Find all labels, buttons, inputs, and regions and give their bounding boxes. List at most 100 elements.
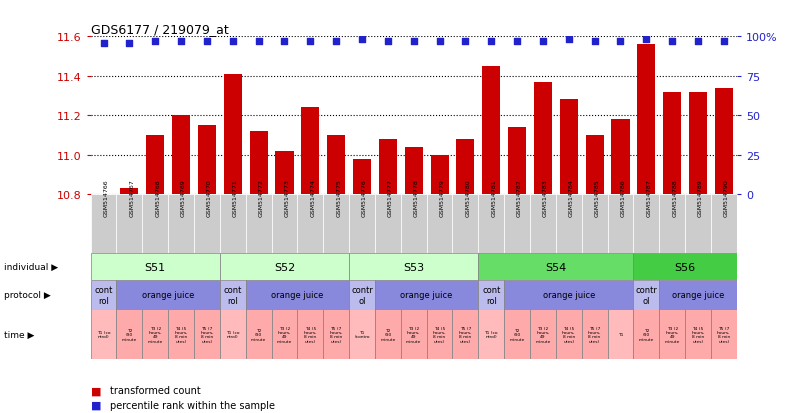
FancyBboxPatch shape [504,195,530,254]
Text: GSM514789: GSM514789 [698,179,703,217]
FancyBboxPatch shape [556,195,582,254]
FancyBboxPatch shape [349,195,375,254]
Text: T3 (2
hours,
49
minute: T3 (2 hours, 49 minute [147,326,163,343]
FancyBboxPatch shape [194,195,220,254]
Text: GSM514778: GSM514778 [414,179,418,217]
Text: individual ▶: individual ▶ [4,262,58,271]
Point [226,38,239,45]
Point [381,38,394,45]
Point [718,38,730,45]
Text: T4 (5
hours,
8 min
utes): T4 (5 hours, 8 min utes) [303,326,317,343]
Point [589,38,601,45]
FancyBboxPatch shape [478,195,504,254]
Text: cont
rol: cont rol [95,285,113,305]
Text: S52: S52 [274,262,295,272]
Text: GSM514774: GSM514774 [310,179,315,217]
Text: S53: S53 [403,262,424,272]
Point [278,38,291,45]
Bar [172,116,190,195]
Text: orange juice: orange juice [271,291,324,299]
Text: GSM514776: GSM514776 [362,179,367,217]
FancyBboxPatch shape [530,195,556,254]
Bar [508,128,526,195]
FancyBboxPatch shape [91,280,117,310]
Text: T4 (5
hours,
8 min
utes): T4 (5 hours, 8 min utes) [433,326,446,343]
Point [537,38,549,45]
FancyBboxPatch shape [478,254,634,280]
Point [511,38,523,45]
Text: orange juice: orange juice [672,291,724,299]
FancyBboxPatch shape [143,310,168,359]
Text: protocol ▶: protocol ▶ [4,291,50,299]
Bar [250,132,268,195]
Text: GSM514784: GSM514784 [569,179,574,217]
Text: T3 (2
hours,
49
minute: T3 (2 hours, 49 minute [535,326,551,343]
Bar [147,136,164,195]
Text: GSM514782: GSM514782 [517,179,522,217]
FancyBboxPatch shape [556,310,582,359]
FancyBboxPatch shape [401,195,426,254]
FancyBboxPatch shape [711,195,737,254]
FancyBboxPatch shape [323,195,349,254]
FancyBboxPatch shape [634,280,660,310]
FancyBboxPatch shape [349,310,375,359]
FancyBboxPatch shape [220,254,349,280]
Text: cont
rol: cont rol [482,285,500,305]
Point [330,38,343,45]
Text: GSM514781: GSM514781 [491,179,496,216]
Text: S54: S54 [545,262,567,272]
Text: T1
(contro: T1 (contro [355,330,370,339]
Bar [405,147,422,195]
Text: orange juice: orange juice [400,291,453,299]
FancyBboxPatch shape [582,195,608,254]
Text: T3 (2
hours,
49
minute: T3 (2 hours, 49 minute [277,326,292,343]
FancyBboxPatch shape [349,254,478,280]
Text: GSM514767: GSM514767 [129,179,135,217]
Bar [611,120,630,195]
FancyBboxPatch shape [246,310,272,359]
Point [640,37,652,44]
FancyBboxPatch shape [401,310,426,359]
Text: contr
ol: contr ol [635,285,657,305]
Bar [121,189,139,195]
Point [123,40,136,47]
Text: T3 (2
hours,
49
minute: T3 (2 hours, 49 minute [406,326,422,343]
Bar [327,136,345,195]
Point [149,38,162,45]
Point [692,38,704,45]
Point [407,38,420,45]
Bar [715,88,733,195]
Point [485,38,497,45]
FancyBboxPatch shape [426,310,452,359]
FancyBboxPatch shape [117,280,220,310]
Text: T2
(90
minute: T2 (90 minute [251,328,266,341]
Bar [224,75,242,195]
Bar [663,93,681,195]
FancyBboxPatch shape [246,280,349,310]
Text: cont
rol: cont rol [224,285,242,305]
Point [433,38,446,45]
FancyBboxPatch shape [478,280,504,310]
Point [97,40,110,47]
FancyBboxPatch shape [323,310,349,359]
Text: GSM514783: GSM514783 [543,179,548,217]
Text: GSM514780: GSM514780 [466,179,470,216]
Text: GSM514771: GSM514771 [232,179,238,217]
FancyBboxPatch shape [220,195,246,254]
Bar [559,100,578,195]
FancyBboxPatch shape [375,310,401,359]
FancyBboxPatch shape [478,310,504,359]
Text: contr
ol: contr ol [351,285,373,305]
Text: T1 (co
ntrol): T1 (co ntrol) [485,330,498,339]
Text: T5 (7
hours,
8 min
utes): T5 (7 hours, 8 min utes) [329,326,343,343]
FancyBboxPatch shape [582,310,608,359]
FancyBboxPatch shape [297,310,323,359]
Bar [456,140,474,195]
Point [201,38,214,45]
FancyBboxPatch shape [272,195,297,254]
Point [355,37,368,44]
FancyBboxPatch shape [375,280,478,310]
FancyBboxPatch shape [220,280,246,310]
Bar [430,155,448,195]
Text: GSM514768: GSM514768 [155,179,160,216]
